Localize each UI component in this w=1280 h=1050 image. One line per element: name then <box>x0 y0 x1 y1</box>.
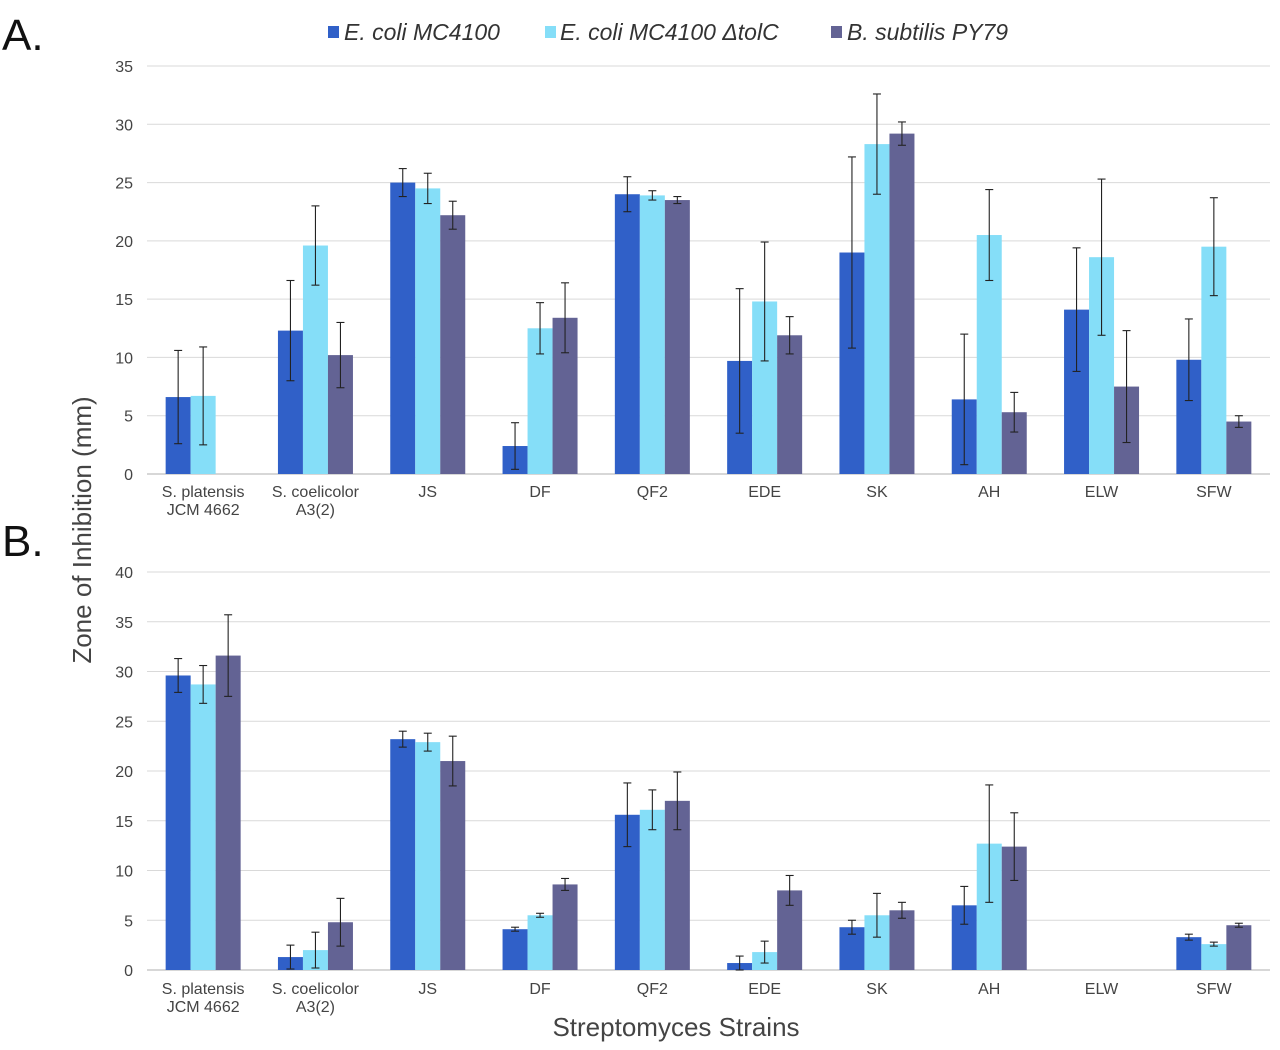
bar-ecoli <box>165 675 191 970</box>
x-category-label: DF <box>529 981 551 998</box>
bar-bsubtilis <box>440 761 466 970</box>
legend-label-ecoli-tolc: E. coli MC4100 ΔtolC <box>560 19 779 45</box>
x-category-label: SK <box>866 981 888 998</box>
bar-ecoli-tolc <box>864 144 890 475</box>
x-category-label: JCM 4662 <box>167 502 240 519</box>
x-category-label: JCM 4662 <box>167 999 240 1016</box>
y-tick-label: 25 <box>115 714 133 731</box>
x-category-label: EDE <box>748 484 781 501</box>
bar-ecoli-tolc <box>415 742 441 970</box>
x-category-label: S. coelicolor <box>272 981 360 998</box>
x-category-label: A3(2) <box>296 502 335 519</box>
x-category-label: QF2 <box>637 981 668 998</box>
y-tick-label: 25 <box>115 176 133 193</box>
bar-bsubtilis <box>777 335 803 474</box>
y-tick-label: 35 <box>115 59 133 76</box>
legend-label-ecoli: E. coli MC4100 <box>344 19 500 45</box>
bar-ecoli <box>390 182 416 475</box>
bar-ecoli <box>1176 937 1202 970</box>
bar-bsubtilis <box>664 200 690 475</box>
bar-ecoli-tolc <box>639 195 665 474</box>
x-category-label: ELW <box>1085 484 1119 501</box>
bar-ecoli <box>390 739 416 970</box>
x-axis-title: Streptomyces Strains <box>552 1012 799 1042</box>
legend-swatch-ecoli-tolc <box>545 26 556 38</box>
legend-swatch-ecoli <box>328 26 339 38</box>
x-category-label: EDE <box>748 981 781 998</box>
x-category-label: SK <box>866 484 888 501</box>
bar-bsubtilis <box>889 133 915 474</box>
x-category-label: ELW <box>1085 981 1119 998</box>
legend-label-bsubtilis: B. subtilis PY79 <box>847 19 1008 45</box>
y-tick-label: 5 <box>124 409 133 426</box>
legend: E. coli MC4100 E. coli MC4100 ΔtolC B. s… <box>328 19 1008 45</box>
y-tick-label: 15 <box>115 814 133 831</box>
x-category-label: AH <box>978 484 1000 501</box>
panel-label-a: A. <box>2 11 44 60</box>
x-category-label: SFW <box>1196 981 1232 998</box>
bar-ecoli-tolc <box>527 915 553 970</box>
bar-bsubtilis <box>552 884 578 970</box>
y-tick-label: 30 <box>115 117 133 134</box>
panel-label-b: B. <box>2 517 44 566</box>
bar-ecoli-tolc <box>639 809 665 970</box>
bar-bsubtilis <box>215 655 241 970</box>
y-tick-label: 15 <box>115 292 133 309</box>
bar-ecoli <box>502 929 528 970</box>
x-category-label: QF2 <box>637 484 668 501</box>
legend-swatch-bsubtilis <box>831 26 842 38</box>
x-category-label: A3(2) <box>296 999 335 1016</box>
y-axis-title: Zone of Inhibition (mm) <box>67 396 97 663</box>
x-category-label: S. coelicolor <box>272 484 360 501</box>
y-tick-label: 20 <box>115 234 133 251</box>
x-category-label: S. platensis <box>162 981 245 998</box>
bar-bsubtilis <box>440 215 466 474</box>
y-tick-label: 5 <box>124 913 133 930</box>
x-category-label: SFW <box>1196 484 1232 501</box>
y-tick-label: 10 <box>115 350 133 367</box>
x-category-label: AH <box>978 981 1000 998</box>
x-category-label: JS <box>418 981 437 998</box>
bar-bsubtilis <box>889 910 915 970</box>
bar-bsubtilis <box>1226 925 1252 970</box>
y-tick-label: 30 <box>115 665 133 682</box>
bar-ecoli <box>614 194 640 474</box>
x-category-label: JS <box>418 484 437 501</box>
x-category-label: DF <box>529 484 551 501</box>
x-category-label: S. platensis <box>162 484 245 501</box>
y-tick-label: 0 <box>124 963 133 980</box>
y-tick-label: 0 <box>124 467 133 484</box>
bar-ecoli-tolc <box>1201 944 1227 970</box>
bar-bsubtilis <box>1226 421 1252 474</box>
y-tick-label: 10 <box>115 864 133 881</box>
bar-ecoli-tolc <box>415 188 441 474</box>
y-tick-label: 35 <box>115 615 133 632</box>
y-tick-label: 20 <box>115 764 133 781</box>
y-tick-label: 40 <box>115 565 133 582</box>
bar-ecoli-tolc <box>190 684 216 970</box>
